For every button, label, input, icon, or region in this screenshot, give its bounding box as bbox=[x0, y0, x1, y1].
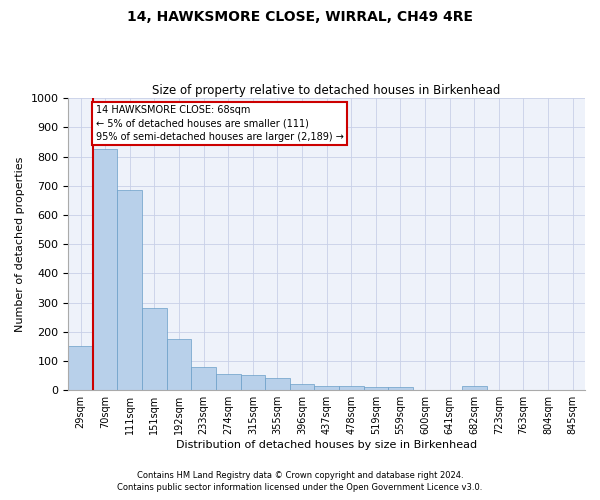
Bar bbox=[314, 386, 339, 390]
Bar bbox=[241, 375, 265, 390]
Title: Size of property relative to detached houses in Birkenhead: Size of property relative to detached ho… bbox=[152, 84, 501, 97]
Text: 14 HAWKSMORE CLOSE: 68sqm
← 5% of detached houses are smaller (111)
95% of semi-: 14 HAWKSMORE CLOSE: 68sqm ← 5% of detach… bbox=[96, 106, 344, 142]
Text: 14, HAWKSMORE CLOSE, WIRRAL, CH49 4RE: 14, HAWKSMORE CLOSE, WIRRAL, CH49 4RE bbox=[127, 10, 473, 24]
Bar bbox=[265, 378, 290, 390]
Bar bbox=[68, 346, 93, 390]
Bar bbox=[118, 190, 142, 390]
Bar bbox=[290, 384, 314, 390]
Bar bbox=[216, 374, 241, 390]
Y-axis label: Number of detached properties: Number of detached properties bbox=[15, 156, 25, 332]
Text: Contains HM Land Registry data © Crown copyright and database right 2024.
Contai: Contains HM Land Registry data © Crown c… bbox=[118, 471, 482, 492]
Bar bbox=[142, 308, 167, 390]
Bar bbox=[93, 150, 118, 390]
Bar bbox=[462, 386, 487, 390]
Bar bbox=[388, 387, 413, 390]
Bar bbox=[339, 386, 364, 390]
Bar bbox=[191, 367, 216, 390]
Bar bbox=[167, 339, 191, 390]
Bar bbox=[364, 386, 388, 390]
X-axis label: Distribution of detached houses by size in Birkenhead: Distribution of detached houses by size … bbox=[176, 440, 477, 450]
